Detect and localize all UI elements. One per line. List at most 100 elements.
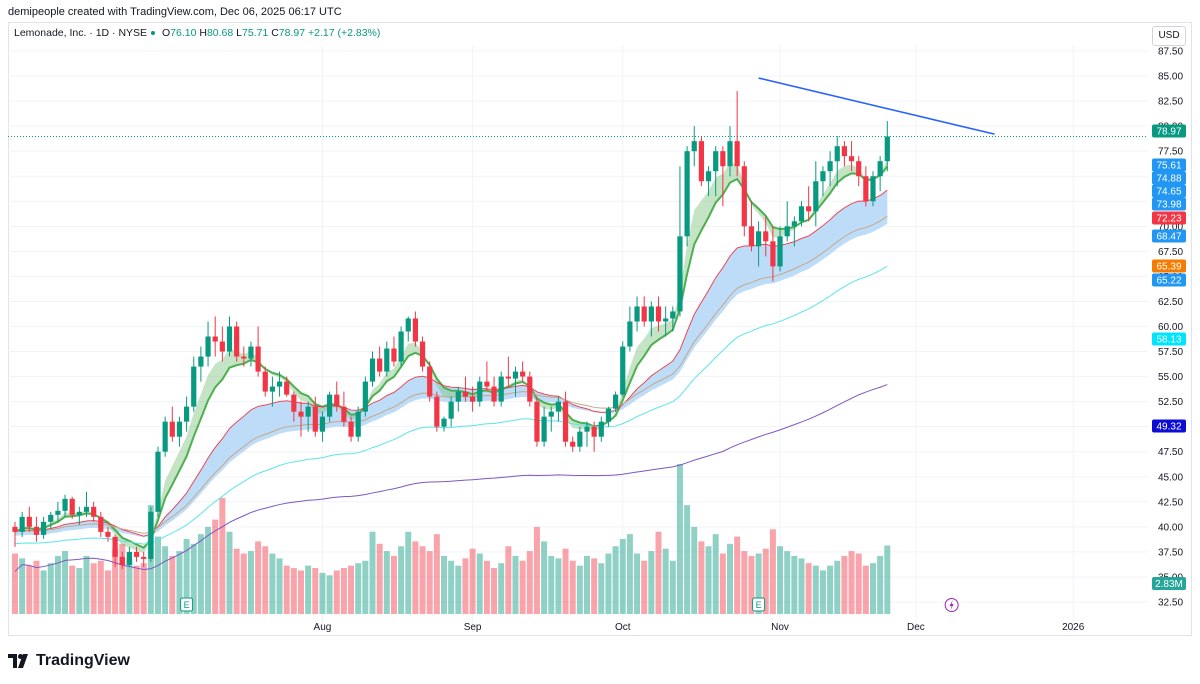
tradingview-logo-icon [8,654,28,668]
volume-bar [54,555,61,614]
time-tick-label: Oct [615,622,631,633]
event-marker-icon [944,598,959,612]
volume-bar [441,555,447,614]
candle-body [176,421,183,437]
price-tag [1152,124,1186,138]
candle-body [505,376,511,379]
volume-bar [405,531,412,614]
close-value: 78.97 [278,27,306,39]
price-tag-label: 74.65 [1156,187,1181,198]
candle-body [877,161,883,177]
candle-body [305,406,311,417]
currency-selector[interactable]: USD [1152,26,1186,46]
candle-body [484,381,490,387]
symbol-name[interactable]: Lemonade, Inc. · 1D · NYSE [14,27,148,39]
volume-bar [212,519,219,614]
candle-body [198,356,204,367]
volume-bar [126,558,133,614]
volume-bar [19,558,26,614]
price-tick-label: 55.00 [1158,372,1183,383]
candle-body [848,156,855,162]
earnings-marker-icon: E [752,597,766,612]
volume-bar [669,560,676,614]
volume-bar [555,558,562,614]
volume-bar [469,548,476,614]
volume-bar [47,563,54,614]
volume-bar [362,560,369,614]
volume-bar [40,570,47,614]
price-tag [1152,211,1186,225]
chart-frame [8,22,1192,636]
price-tag-label: 65.22 [1156,276,1181,287]
open-label: O [161,27,171,39]
candle-body [41,521,47,535]
volume-bar [376,543,383,614]
candle-body [234,326,240,357]
volume-bar [512,555,519,614]
volume-bar [169,555,176,614]
candle-body [720,151,726,167]
earnings-letter: E [756,600,762,610]
candle-body [798,206,805,222]
volume-bar [283,565,290,614]
ema-line-cyan [14,265,888,545]
candle-body [427,366,433,397]
candle-body [369,358,376,382]
candle-body [691,141,697,152]
candle-body [341,406,347,422]
volume-bar [369,531,376,614]
volume-bar [798,558,805,614]
trendline [758,77,995,135]
volume-bar [290,568,297,614]
candle-body [477,381,483,402]
price-tag [1152,419,1186,433]
candle-body [820,171,826,182]
candle-body [698,141,704,182]
candle-body [470,396,476,402]
candle-body [76,511,82,515]
candle-body [448,401,454,419]
candle-body [648,306,654,322]
volume-bar [805,563,812,614]
volume-bar [312,568,319,614]
volume-bar [676,464,683,614]
price-tag [1152,273,1186,287]
price-tag [1152,171,1186,185]
price-tick-label: 57.50 [1158,347,1183,358]
volume-bar [262,546,269,614]
price-tick-label: 42.50 [1158,497,1183,508]
candle-body [12,526,18,532]
price-tick-label: 52.50 [1158,397,1183,408]
time-tick-label: Aug [314,622,332,633]
candle-body [91,506,97,517]
volume-bar [619,539,626,614]
candle-body [405,318,411,332]
volume-bar [355,563,362,614]
price-tick-label: 70.00 [1158,222,1183,233]
volume-bar [870,563,876,614]
volume-bar [255,541,262,614]
volume-bar [412,541,419,614]
footer-brand[interactable]: TradingView [8,650,130,672]
candle-body [455,391,461,402]
ema-line-green [14,165,889,549]
candle-body [634,306,640,322]
price-tick-label: 45.00 [1158,472,1183,483]
candle-body [870,176,876,202]
candle-body [169,421,175,437]
volume-tag-label: 2.83M [1155,579,1183,590]
candle-body [784,226,790,237]
brand-name: TradingView [36,652,130,669]
volume-bar [541,541,548,614]
candle-body [141,556,147,559]
candle-body [298,411,304,417]
candle-body [291,394,297,412]
volume-bar [219,497,226,614]
volume-bar [276,558,283,614]
price-tick-label: 77.50 [1158,147,1183,158]
volume-bar [298,570,304,614]
volume-bar [784,551,791,614]
volume-bar [83,555,90,614]
candle-body [377,358,383,372]
